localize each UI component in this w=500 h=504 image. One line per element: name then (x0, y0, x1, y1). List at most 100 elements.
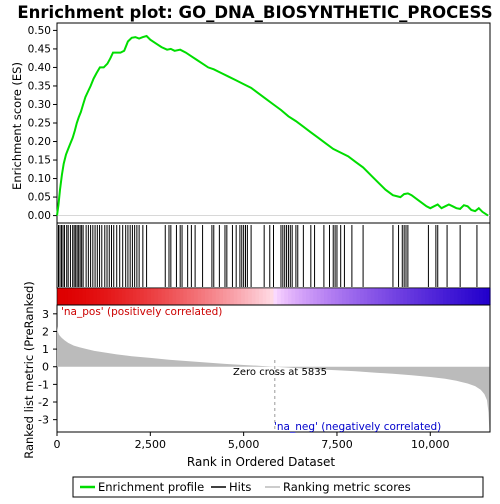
heatbar-cell (363, 288, 368, 305)
es-y-tick-label: 0.00 (28, 210, 51, 222)
heatbar-cell (453, 288, 459, 305)
heatbar-cell (425, 288, 430, 305)
hit-lines (57, 225, 478, 287)
heatbar-cell (320, 288, 325, 305)
es-y-tick-label: 0.40 (28, 62, 51, 74)
heatbar-cell (93, 288, 98, 305)
heatbar-cell (378, 288, 383, 305)
heatbar-cell (168, 288, 174, 305)
es-y-tick-label: 0.45 (28, 43, 51, 55)
heatbar-cell (75, 288, 80, 305)
es-y-tick-label: 0.35 (28, 80, 51, 92)
heatbar-cell (57, 288, 62, 305)
heatbar-cell (421, 288, 426, 305)
chart-title: Enrichment plot: GO_DNA_BIOSYNTHETIC_PRO… (17, 3, 492, 22)
heatbar-cell (309, 288, 314, 305)
hits-panel (56, 222, 491, 289)
metric-y-tick-label: 0 (42, 361, 49, 374)
heatbar-cell (446, 288, 451, 305)
es-y-tick-label: 0.50 (28, 25, 51, 37)
zero-cross-label: Zero cross at 5835 (233, 367, 327, 378)
heatbar-cell (186, 288, 192, 305)
heatbar-cell (342, 288, 347, 305)
heatbar-cell (331, 288, 336, 305)
heatbar-cell (212, 288, 217, 305)
rank-x-tick-label: 10,000 (411, 438, 450, 451)
pos-correlated-label: 'na_pos' (positively correlated) (61, 306, 222, 318)
heatbar-cell (154, 288, 159, 305)
es-y-tick-label: 0.25 (28, 118, 51, 130)
heatbar-cell (396, 288, 401, 305)
heatbar-cell (432, 288, 437, 305)
heatbar-cell (439, 288, 444, 305)
heatbar-cell (165, 288, 170, 305)
heatbar-cell (114, 288, 119, 305)
heatbar-cell (136, 288, 141, 305)
heatbar-cell (204, 288, 210, 305)
heatbar-cell (226, 288, 231, 305)
heatbar-cell (464, 288, 469, 305)
heatbar-cell (486, 288, 491, 305)
metric-panel: -3 -2 -1 0 1 2 3 0 2,500 5,000 7,500 10,000 'na_po… (22, 281, 491, 469)
heatbar-cell (334, 288, 340, 305)
heatbar-cell (417, 288, 423, 305)
heatbar-cell (327, 288, 332, 305)
es-y-tick-label: 0.15 (28, 155, 51, 167)
heatbar-cell (78, 288, 83, 305)
heatbar-cell (457, 288, 462, 305)
heatbar-cell (349, 288, 354, 305)
heatbar-cell (345, 288, 350, 305)
heatbar-cell (139, 288, 145, 305)
heatbar-cell (201, 288, 206, 305)
heatbar-cell (403, 288, 408, 305)
heatbar-cell (461, 288, 466, 305)
heatbar-cell (262, 288, 267, 305)
heatbar-cell (71, 288, 76, 305)
heatbar-cell (324, 288, 329, 305)
heatbar-cell (482, 288, 487, 305)
heatbar-cell (407, 288, 412, 305)
es-y-tick-label: 0.10 (28, 173, 51, 185)
heatbar-cell (399, 288, 404, 305)
heatbar-cell (132, 288, 137, 305)
heatbar-cell (60, 288, 65, 305)
heatbar-cell (435, 288, 441, 305)
heatbar-cell (352, 288, 358, 305)
rank-heatbar (56, 287, 491, 306)
heatbar-cell (244, 288, 249, 305)
heatbar-cell (194, 288, 199, 305)
rank-x-tick-label: 7,500 (321, 438, 353, 451)
metric-y-tick-label: -3 (38, 414, 49, 427)
metric-y-axis-label: Ranked list metric (PreRanked) (22, 281, 36, 459)
heatbar-cell (374, 288, 379, 305)
heatbar-cell (428, 288, 433, 305)
heatbar-cell (295, 288, 300, 305)
heatbar-cell (248, 288, 253, 305)
neg-correlated-label: 'na_neg' (negatively correlated) (274, 421, 441, 433)
heatbar-cell (82, 288, 87, 305)
rank-x-tick-label: 5,000 (228, 438, 260, 451)
heatbar-cell (89, 288, 94, 305)
heatbar-cell (471, 288, 477, 305)
heatbar-cell (176, 288, 181, 305)
heatbar-cell (316, 288, 322, 305)
es-y-axis-label: Enrichment score (ES) (10, 62, 24, 190)
heatbar-cell (410, 288, 415, 305)
heatbar-cell (370, 288, 376, 305)
heatbar-cell (479, 288, 484, 305)
heatbar-cell (241, 288, 246, 305)
heatbar-cell (64, 288, 69, 305)
legend-label-enrichment-profile: Enrichment profile (98, 480, 204, 494)
heatbar-cell (443, 288, 448, 305)
heatbar-cell (67, 288, 73, 305)
heatbar-cell (233, 288, 239, 305)
heatbar-cell (118, 288, 123, 305)
heatbar-cell (468, 288, 473, 305)
heatbar-cell (259, 288, 264, 305)
heatbar-cell (143, 288, 148, 305)
rank-x-axis-label: Rank in Ordered Dataset (187, 455, 335, 469)
heatbar-cell (388, 288, 394, 305)
rank-x-tick-label: 2,500 (135, 438, 167, 451)
